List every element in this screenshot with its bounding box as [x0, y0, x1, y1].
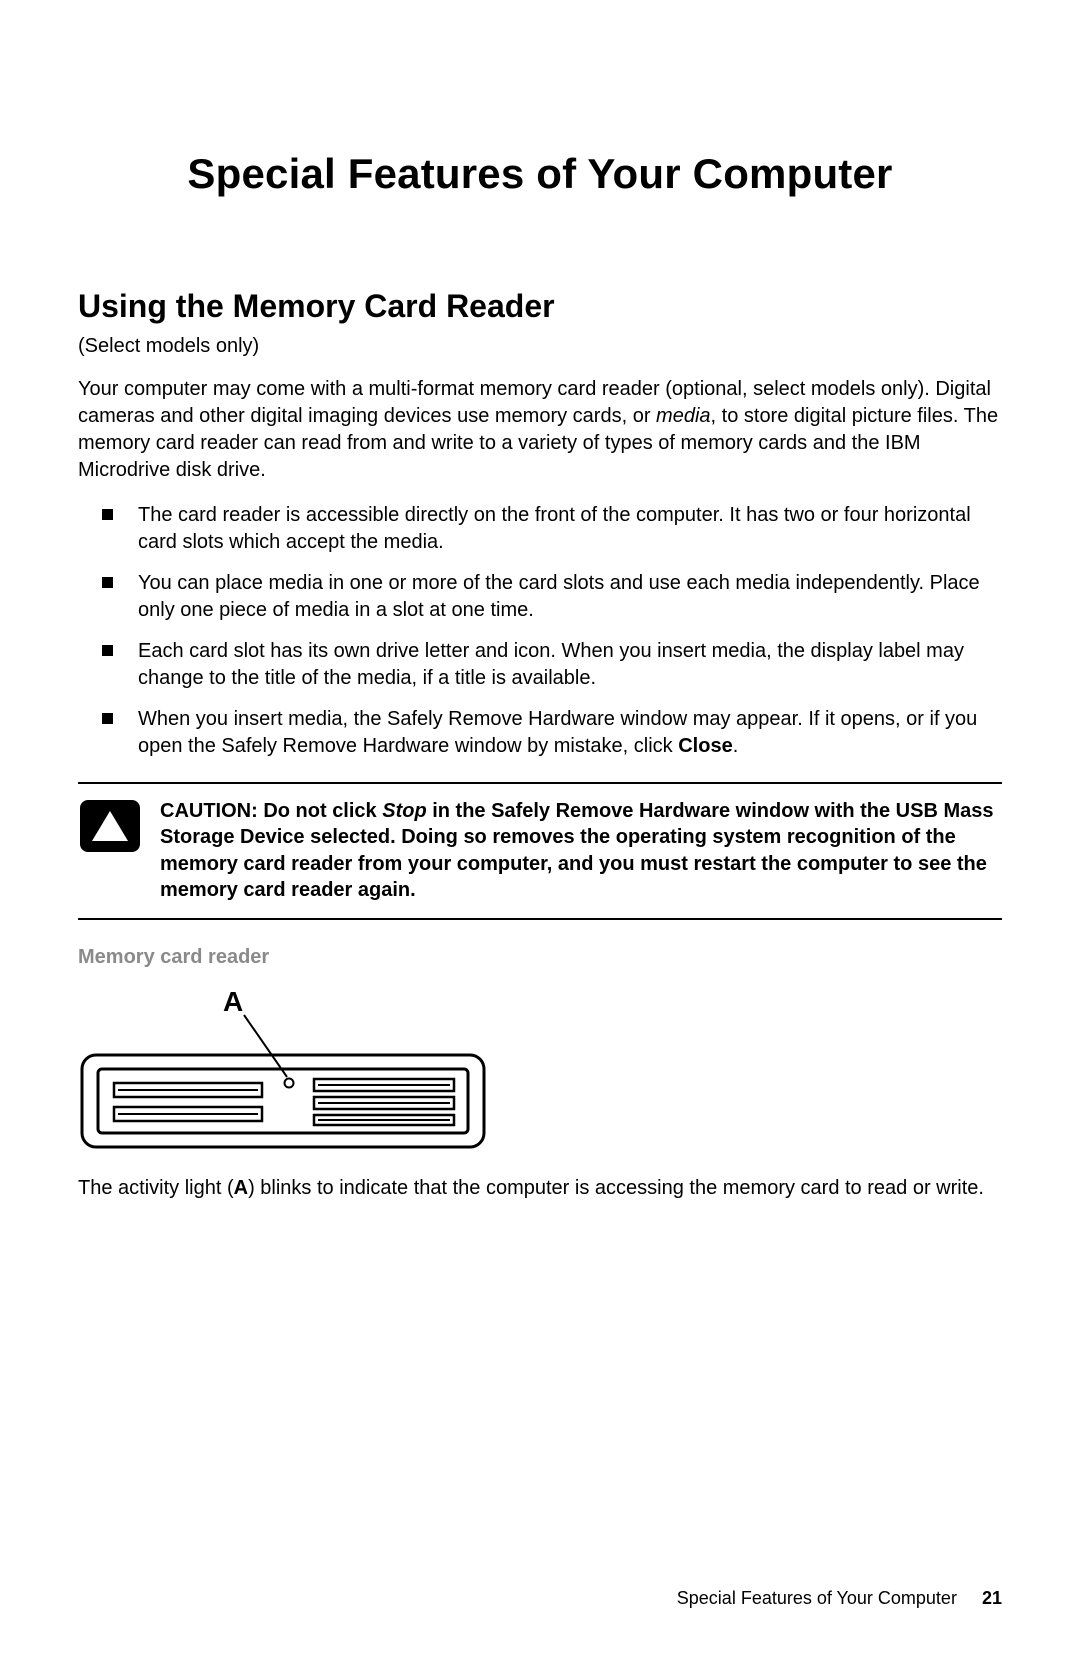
list-item: When you insert media, the Safely Remove… — [98, 706, 1002, 760]
footer-page-number: 21 — [982, 1588, 1002, 1608]
list-item: The card reader is accessible directly o… — [98, 502, 1002, 556]
intro-paragraph: Your computer may come with a multi-form… — [78, 376, 1002, 484]
caution-callout: CAUTION: Do not click Stop in the Safely… — [78, 782, 1002, 920]
caution-icon-wrap — [78, 798, 142, 904]
list-item: You can place media in one or more of th… — [98, 570, 1002, 624]
figure-label: Memory card reader — [78, 946, 1002, 969]
section-title: Using the Memory Card Reader — [78, 288, 1002, 325]
caution-text: CAUTION: Do not click Stop in the Safely… — [160, 798, 1002, 904]
document-page: Special Features of Your Computer Using … — [0, 0, 1080, 1669]
page-footer: Special Features of Your Computer 21 — [677, 1588, 1002, 1609]
footer-text: Special Features of Your Computer — [677, 1588, 957, 1608]
callout-letter: A — [223, 986, 243, 1017]
figure-caption: The activity light (A) blinks to indicat… — [78, 1175, 1002, 1202]
list-item: Each card slot has its own drive letter … — [98, 638, 1002, 692]
section-subtitle: (Select models only) — [78, 335, 1002, 358]
caution-icon — [80, 800, 140, 852]
card-reader-figure: A — [78, 983, 1002, 1153]
bullet-list: The card reader is accessible directly o… — [98, 502, 1002, 760]
chapter-title: Special Features of Your Computer — [78, 150, 1002, 198]
